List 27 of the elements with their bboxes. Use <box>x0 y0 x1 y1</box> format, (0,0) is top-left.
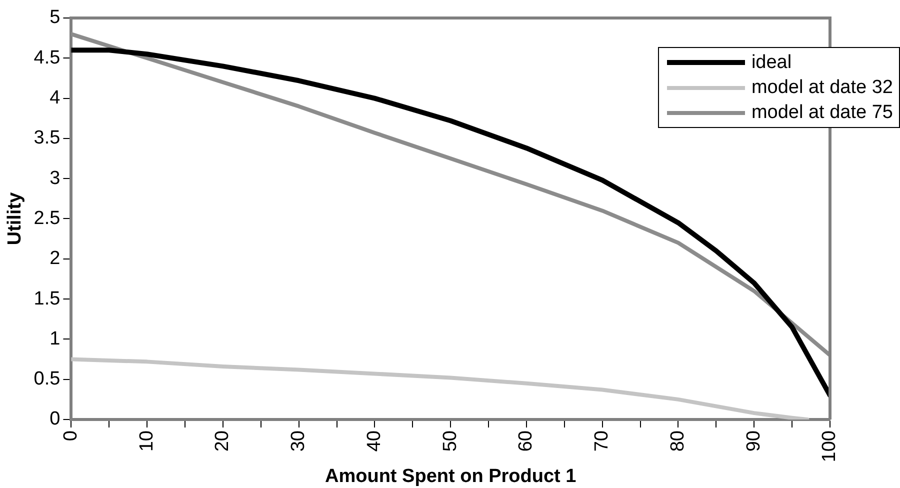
y-tick-label: 4.5 <box>34 47 60 68</box>
x-tick-label: 60 <box>516 430 537 452</box>
x-tick-label: 50 <box>440 430 461 452</box>
y-tick-label: 3 <box>50 168 60 189</box>
y-tick-label: 0 <box>50 408 60 430</box>
y-tick-label: 2.5 <box>34 208 60 229</box>
y-axis-title: Utility <box>4 192 26 246</box>
legend-label: ideal <box>751 52 792 74</box>
x-tick-label: 40 <box>364 430 385 452</box>
x-tick-label: 20 <box>212 430 234 452</box>
y-tick-label: 4 <box>50 88 61 109</box>
x-tick-label: 0 <box>60 430 82 442</box>
x-tick-label: 100 <box>819 430 840 462</box>
x-tick-label: 30 <box>288 430 310 452</box>
y-tick-label: 1.5 <box>34 288 60 310</box>
y-tick-label: 0.5 <box>34 368 60 390</box>
y-tick-label: 1 <box>50 328 60 350</box>
y-tick-label: 3.5 <box>34 128 60 149</box>
y-tick-label: 2 <box>50 248 60 270</box>
x-tick-label: 90 <box>743 430 764 452</box>
legend-label: model at date 75 <box>751 102 893 124</box>
x-tick-label: 70 <box>592 430 613 452</box>
x-tick-label: 80 <box>667 430 688 452</box>
x-tick-label: 10 <box>136 430 158 452</box>
x-axis-title: Amount Spent on Product 1 <box>324 466 577 487</box>
legend-label: model at date 32 <box>751 76 893 98</box>
y-tick-label: 5 <box>50 7 60 28</box>
